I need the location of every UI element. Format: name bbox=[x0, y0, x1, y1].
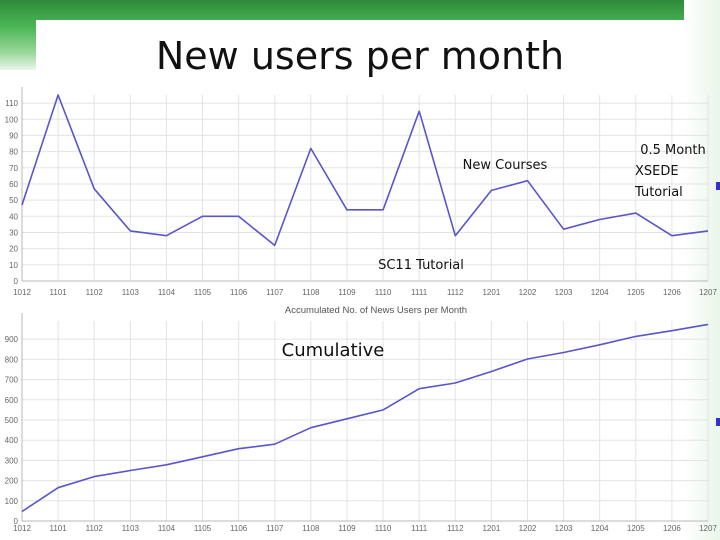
y-tick-label: 110 bbox=[5, 99, 18, 108]
x-tick-label: 1203 bbox=[555, 288, 573, 297]
y-tick-label: 30 bbox=[9, 228, 18, 237]
x-tick-label: 1102 bbox=[86, 524, 104, 533]
slide-right-border bbox=[684, 0, 720, 540]
x-tick-label: 1101 bbox=[50, 288, 68, 297]
y-tick-label: 10 bbox=[9, 261, 18, 270]
x-tick-label: 1201 bbox=[482, 524, 500, 533]
x-tick-label: 1104 bbox=[158, 288, 176, 297]
x-tick-label: 1012 bbox=[13, 288, 31, 297]
x-tick-label: 1103 bbox=[122, 524, 140, 533]
series-line bbox=[21, 323, 709, 513]
x-tick-label: 1106 bbox=[230, 524, 248, 533]
y-tick-label: 300 bbox=[5, 456, 19, 465]
annotation-label: 0.5 Month XSEDE Tutorial bbox=[634, 143, 706, 200]
y-tick-label: 100 bbox=[5, 497, 19, 506]
y-tick-label: 700 bbox=[5, 376, 19, 385]
title-background bbox=[36, 20, 684, 84]
annotation-label: Cumulative bbox=[282, 340, 385, 361]
x-tick-label: 1108 bbox=[302, 288, 320, 297]
x-tick-label: 1109 bbox=[338, 288, 356, 297]
y-tick-label: 900 bbox=[5, 335, 19, 344]
x-tick-label: 1109 bbox=[338, 524, 356, 533]
y-tick-label: 0 bbox=[14, 277, 19, 286]
series-line bbox=[21, 94, 709, 247]
y-tick-label: 600 bbox=[5, 396, 19, 405]
x-tick-label: 1104 bbox=[158, 524, 176, 533]
annotation-line: XSEDE bbox=[635, 164, 679, 179]
y-tick-label: 90 bbox=[9, 131, 18, 140]
x-tick-label: 1110 bbox=[375, 288, 392, 297]
x-tick-label: 1111 bbox=[411, 288, 428, 297]
legend-marker bbox=[716, 418, 720, 426]
x-tick-label: 1201 bbox=[482, 288, 500, 297]
x-tick-label: 1202 bbox=[519, 524, 537, 533]
x-tick-label: 1101 bbox=[50, 524, 68, 533]
annotation-label: New Courses bbox=[463, 158, 548, 173]
annotation-line: Tutorial bbox=[634, 185, 683, 200]
x-tick-label: 1206 bbox=[663, 524, 681, 533]
x-tick-label: 1205 bbox=[627, 288, 645, 297]
x-tick-label: 1112 bbox=[447, 288, 464, 297]
y-tick-label: 60 bbox=[9, 180, 18, 189]
y-tick-label: 40 bbox=[9, 212, 18, 221]
x-tick-label: 1110 bbox=[375, 524, 392, 533]
x-tick-label: 1202 bbox=[519, 288, 537, 297]
x-tick-label: 1102 bbox=[86, 288, 104, 297]
chart-1: 0 10 20 30 40 50 60 70 80 90 100 110 1012 1101 1102 110… bbox=[5, 87, 720, 297]
y-tick-label: 0 bbox=[14, 517, 19, 526]
x-tick-label: 1107 bbox=[266, 288, 284, 297]
x-tick-label: 1107 bbox=[266, 524, 284, 533]
y-tick-label: 80 bbox=[9, 148, 18, 157]
x-tick-label: 1207 bbox=[699, 524, 717, 533]
x-tick-label: 1108 bbox=[302, 524, 320, 533]
x-tick-label: 1204 bbox=[591, 288, 609, 297]
x-tick-label: 1012 bbox=[13, 524, 31, 533]
x-tick-label: 1206 bbox=[663, 288, 681, 297]
x-tick-label: 1111 bbox=[411, 524, 428, 533]
x-tick-label: 1112 bbox=[447, 524, 464, 533]
y-tick-label: 200 bbox=[5, 477, 19, 486]
y-tick-label: 800 bbox=[5, 355, 19, 364]
y-tick-label: 50 bbox=[9, 196, 18, 205]
x-tick-label: 1105 bbox=[194, 524, 212, 533]
slide-title: New users per month bbox=[155, 34, 565, 78]
y-tick-label: 20 bbox=[9, 245, 18, 254]
chart-2: 0 100 200 300 400 500 600 700 800 900 1012 1101 1102… bbox=[5, 305, 720, 533]
x-tick-label: 1105 bbox=[194, 288, 212, 297]
x-tick-label: 1203 bbox=[555, 524, 573, 533]
chart-axis-title: Accumulated No. of News Users per Month bbox=[285, 305, 467, 316]
y-tick-label: 400 bbox=[5, 436, 19, 445]
y-tick-label: 100 bbox=[5, 115, 19, 124]
x-tick-label: 1103 bbox=[122, 288, 140, 297]
x-tick-label: 1204 bbox=[591, 524, 609, 533]
x-tick-label: 1205 bbox=[627, 524, 645, 533]
x-tick-label: 1207 bbox=[699, 288, 717, 297]
legend-marker bbox=[716, 182, 720, 190]
annotation-line: 0.5 Month bbox=[640, 143, 706, 158]
y-tick-label: 70 bbox=[9, 164, 18, 173]
y-tick-label: 500 bbox=[5, 416, 19, 425]
x-tick-label: 1106 bbox=[230, 288, 248, 297]
annotation-label: SC11 Tutorial bbox=[378, 258, 464, 273]
